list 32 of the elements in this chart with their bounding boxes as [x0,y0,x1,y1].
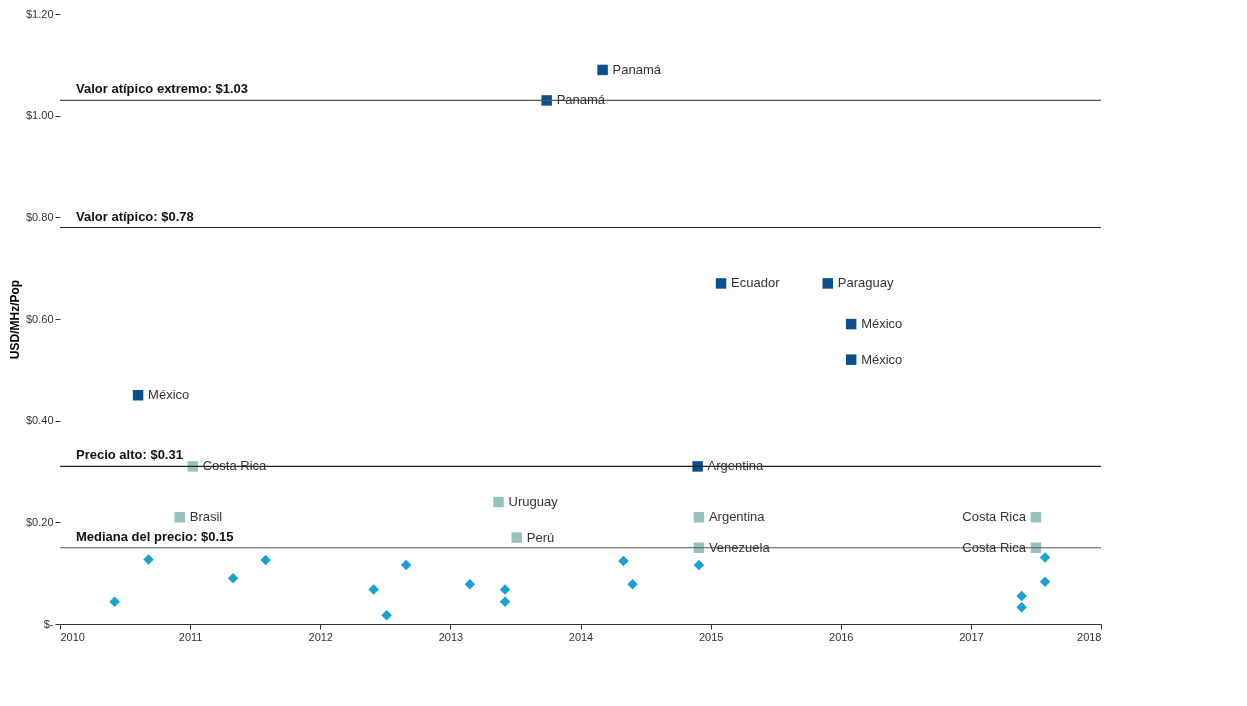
y-tick-label: $0.80 [25,210,54,223]
annotation: Paraguay [837,275,894,291]
annotation: Brasil [189,509,223,525]
ref-line-label: Mediana del precio: $0.15 [76,528,234,544]
x-tick-label: 2012 [308,630,333,643]
annotation: México [861,351,903,367]
y-axis-title: USD/MHz/Pop [7,279,22,360]
y-tick-label: $1.20 [25,7,54,20]
x-tick-label: 2016 [829,630,854,643]
y-tick-label: $0.20 [25,515,54,528]
x-tick-label: 2010 [60,630,85,643]
annotation: Uruguay [508,494,559,509]
y-tick-label: $- [43,617,54,630]
annotation: Ecuador [731,275,781,291]
ref-line-label: Valor atípico: $0.78 [76,208,194,224]
annotation: Argentina [708,509,766,525]
y-tick-label: $1.00 [25,109,54,122]
x-tick-label: 2018 [1077,630,1102,643]
annotation: Perú [526,529,555,545]
annotation: México [861,316,903,332]
x-tick-label: 2017 [959,630,984,643]
ref-line-label: Valor atípico extremo: $1.03 [76,81,248,97]
ref-line-label: Precio alto: $0.31 [76,447,183,463]
y-tick-label: $0.60 [25,312,54,325]
x-tick-label: 2013 [438,630,464,643]
x-tick-label: 2011 [178,630,203,643]
annotation: Panamá [612,61,662,77]
x-tick-label: 2014 [568,630,594,643]
annotation: México [148,387,190,403]
y-tick-label: $0.40 [25,414,54,427]
x-tick-label: 2015 [698,630,724,643]
annotation: Costa Rica [962,509,1027,525]
